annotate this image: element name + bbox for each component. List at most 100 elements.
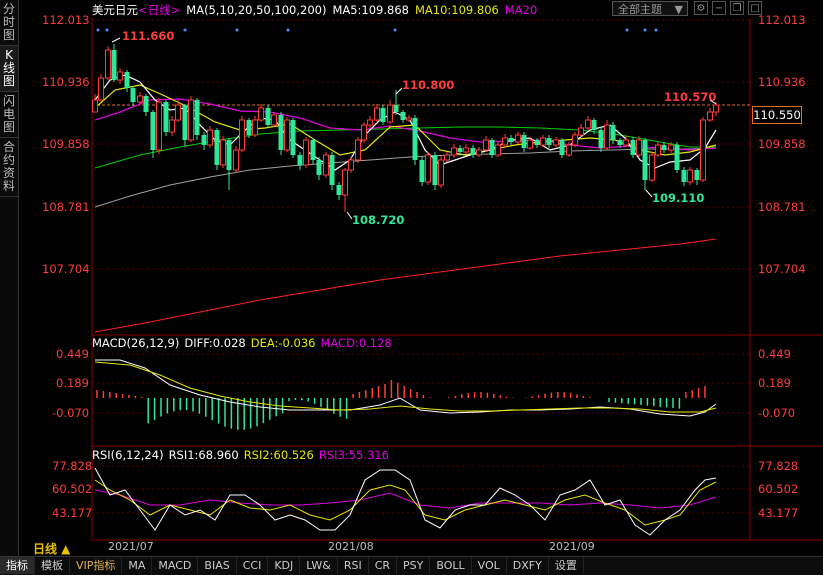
chevron-down-icon: ▼ bbox=[674, 3, 683, 16]
candle-body bbox=[355, 139, 361, 161]
candle-body bbox=[527, 139, 533, 149]
candle-body bbox=[694, 170, 700, 180]
candle-body bbox=[194, 100, 200, 135]
tab-cci[interactable]: CCI bbox=[237, 557, 269, 574]
candle-body bbox=[290, 120, 296, 155]
window-restore-icon[interactable]: ❐ bbox=[730, 1, 744, 15]
candlestick-series bbox=[92, 44, 719, 212]
svg-text:-0.070: -0.070 bbox=[52, 406, 89, 420]
candle-body bbox=[412, 118, 418, 160]
candle-body bbox=[163, 102, 169, 132]
annotation-high-right: 110.570 bbox=[664, 90, 716, 104]
candle-body bbox=[367, 119, 373, 126]
candle-body bbox=[336, 185, 342, 195]
candle-body bbox=[521, 135, 527, 148]
candle-body bbox=[246, 120, 252, 135]
candle-body bbox=[182, 105, 188, 140]
tab-macd[interactable]: MACD bbox=[152, 557, 199, 574]
x-axis-date: 2021/08 bbox=[328, 540, 374, 553]
tab-indicators[interactable]: 指标 bbox=[0, 557, 35, 574]
macd-header: MACD(26,12,9) DIFF:0.028 DEA:-0.036 MACD:0.… bbox=[92, 336, 392, 350]
tab-templates[interactable]: 模板 bbox=[35, 557, 70, 574]
candle-body bbox=[578, 127, 584, 136]
candle-body bbox=[566, 144, 572, 156]
macd-diff-line bbox=[95, 359, 717, 417]
candle-body bbox=[188, 99, 194, 141]
svg-text:108.781: 108.781 bbox=[42, 200, 90, 214]
candle-body bbox=[623, 139, 629, 146]
tab-kdj[interactable]: KDJ bbox=[268, 557, 301, 574]
candle-body bbox=[387, 104, 393, 123]
maximize-icon[interactable]: □ bbox=[748, 1, 762, 15]
candle-body bbox=[105, 49, 111, 79]
tab-timeshare[interactable]: 分时图 bbox=[0, 0, 18, 46]
candle-body bbox=[175, 104, 181, 121]
candle-body bbox=[610, 125, 616, 140]
theme-dropdown[interactable]: 全部主题 ▼ bbox=[612, 1, 688, 16]
candle-body bbox=[444, 154, 450, 161]
svg-text:110.936: 110.936 bbox=[42, 75, 90, 89]
tab-vip-indicators[interactable]: VIP指标 bbox=[70, 557, 123, 574]
annotation-low-right: 109.110 bbox=[652, 191, 704, 205]
candle-body bbox=[546, 138, 552, 145]
ma-label: MA(5,10,20,50,100,200) bbox=[186, 3, 327, 17]
chart-canvas: 112.013 112.013 110.936 110.936 109.858 … bbox=[42, 13, 823, 541]
tab-bias[interactable]: BIAS bbox=[198, 557, 237, 574]
candle-body bbox=[400, 112, 406, 120]
candle-body bbox=[265, 108, 271, 125]
minus-icon[interactable]: − bbox=[712, 1, 726, 15]
candle-body bbox=[117, 71, 123, 81]
tab-settings[interactable]: 设置 bbox=[549, 557, 584, 574]
tab-psy[interactable]: PSY bbox=[397, 557, 431, 574]
candle-body bbox=[419, 160, 425, 182]
tab-rsi[interactable]: RSI bbox=[338, 557, 369, 574]
price-axis: 112.013 112.013 110.936 110.936 109.858 … bbox=[42, 13, 806, 276]
price-label-right: 112.013 bbox=[758, 13, 806, 27]
settings-icon[interactable]: ⚙ bbox=[694, 1, 708, 15]
svg-text:77.828: 77.828 bbox=[758, 459, 798, 473]
svg-text:0.189: 0.189 bbox=[758, 376, 791, 390]
candle-body bbox=[463, 147, 469, 153]
tab-boll[interactable]: BOLL bbox=[430, 557, 472, 574]
candle-body bbox=[598, 130, 604, 148]
tab-cr[interactable]: CR bbox=[369, 557, 398, 574]
price-label-left: 112.013 bbox=[42, 13, 90, 27]
tab-vol[interactable]: VOL bbox=[472, 557, 507, 574]
svg-text:107.704: 107.704 bbox=[758, 262, 806, 276]
candle-body bbox=[476, 149, 482, 156]
rsi3-line bbox=[94, 489, 717, 509]
candle-body bbox=[661, 145, 667, 150]
candle-body bbox=[380, 108, 386, 122]
tab-contract-info[interactable]: 合约资料 bbox=[0, 138, 18, 197]
candle-body bbox=[169, 119, 175, 133]
period-selector[interactable]: 日线 ▲ bbox=[33, 542, 71, 556]
tab-lw[interactable]: LW& bbox=[300, 557, 338, 574]
candle-body bbox=[124, 72, 130, 88]
svg-text:0.449: 0.449 bbox=[758, 347, 791, 361]
candle-body bbox=[457, 148, 463, 152]
macd-dea-line bbox=[94, 361, 717, 413]
candle-body bbox=[451, 147, 457, 156]
candle-body bbox=[649, 154, 655, 181]
svg-text:107.704: 107.704 bbox=[42, 262, 90, 276]
candle-body bbox=[515, 134, 521, 143]
candle-body bbox=[323, 154, 329, 176]
main-chart-header: 美元日元<日线> MA(5,10,20,50,100,200) MA5:109.86… bbox=[92, 2, 543, 18]
ma100-line bbox=[94, 147, 717, 208]
svg-text:109.858: 109.858 bbox=[42, 137, 90, 151]
candle-body bbox=[348, 159, 354, 171]
current-price-box: 110.550 bbox=[752, 106, 802, 124]
theme-label: 全部主题 bbox=[618, 3, 662, 16]
candle-body bbox=[617, 140, 623, 145]
tab-ma[interactable]: MA bbox=[122, 557, 153, 574]
tab-flash[interactable]: 闪电图 bbox=[0, 92, 18, 138]
period-tag: <日线> bbox=[138, 3, 181, 17]
annotation-high-mid: 110.800 bbox=[402, 78, 454, 92]
candle-body bbox=[681, 170, 687, 182]
tab-dxfy[interactable]: DXFY bbox=[507, 557, 549, 574]
candle-body bbox=[630, 140, 636, 155]
svg-text:108.781: 108.781 bbox=[758, 200, 806, 214]
candle-body bbox=[591, 120, 597, 130]
